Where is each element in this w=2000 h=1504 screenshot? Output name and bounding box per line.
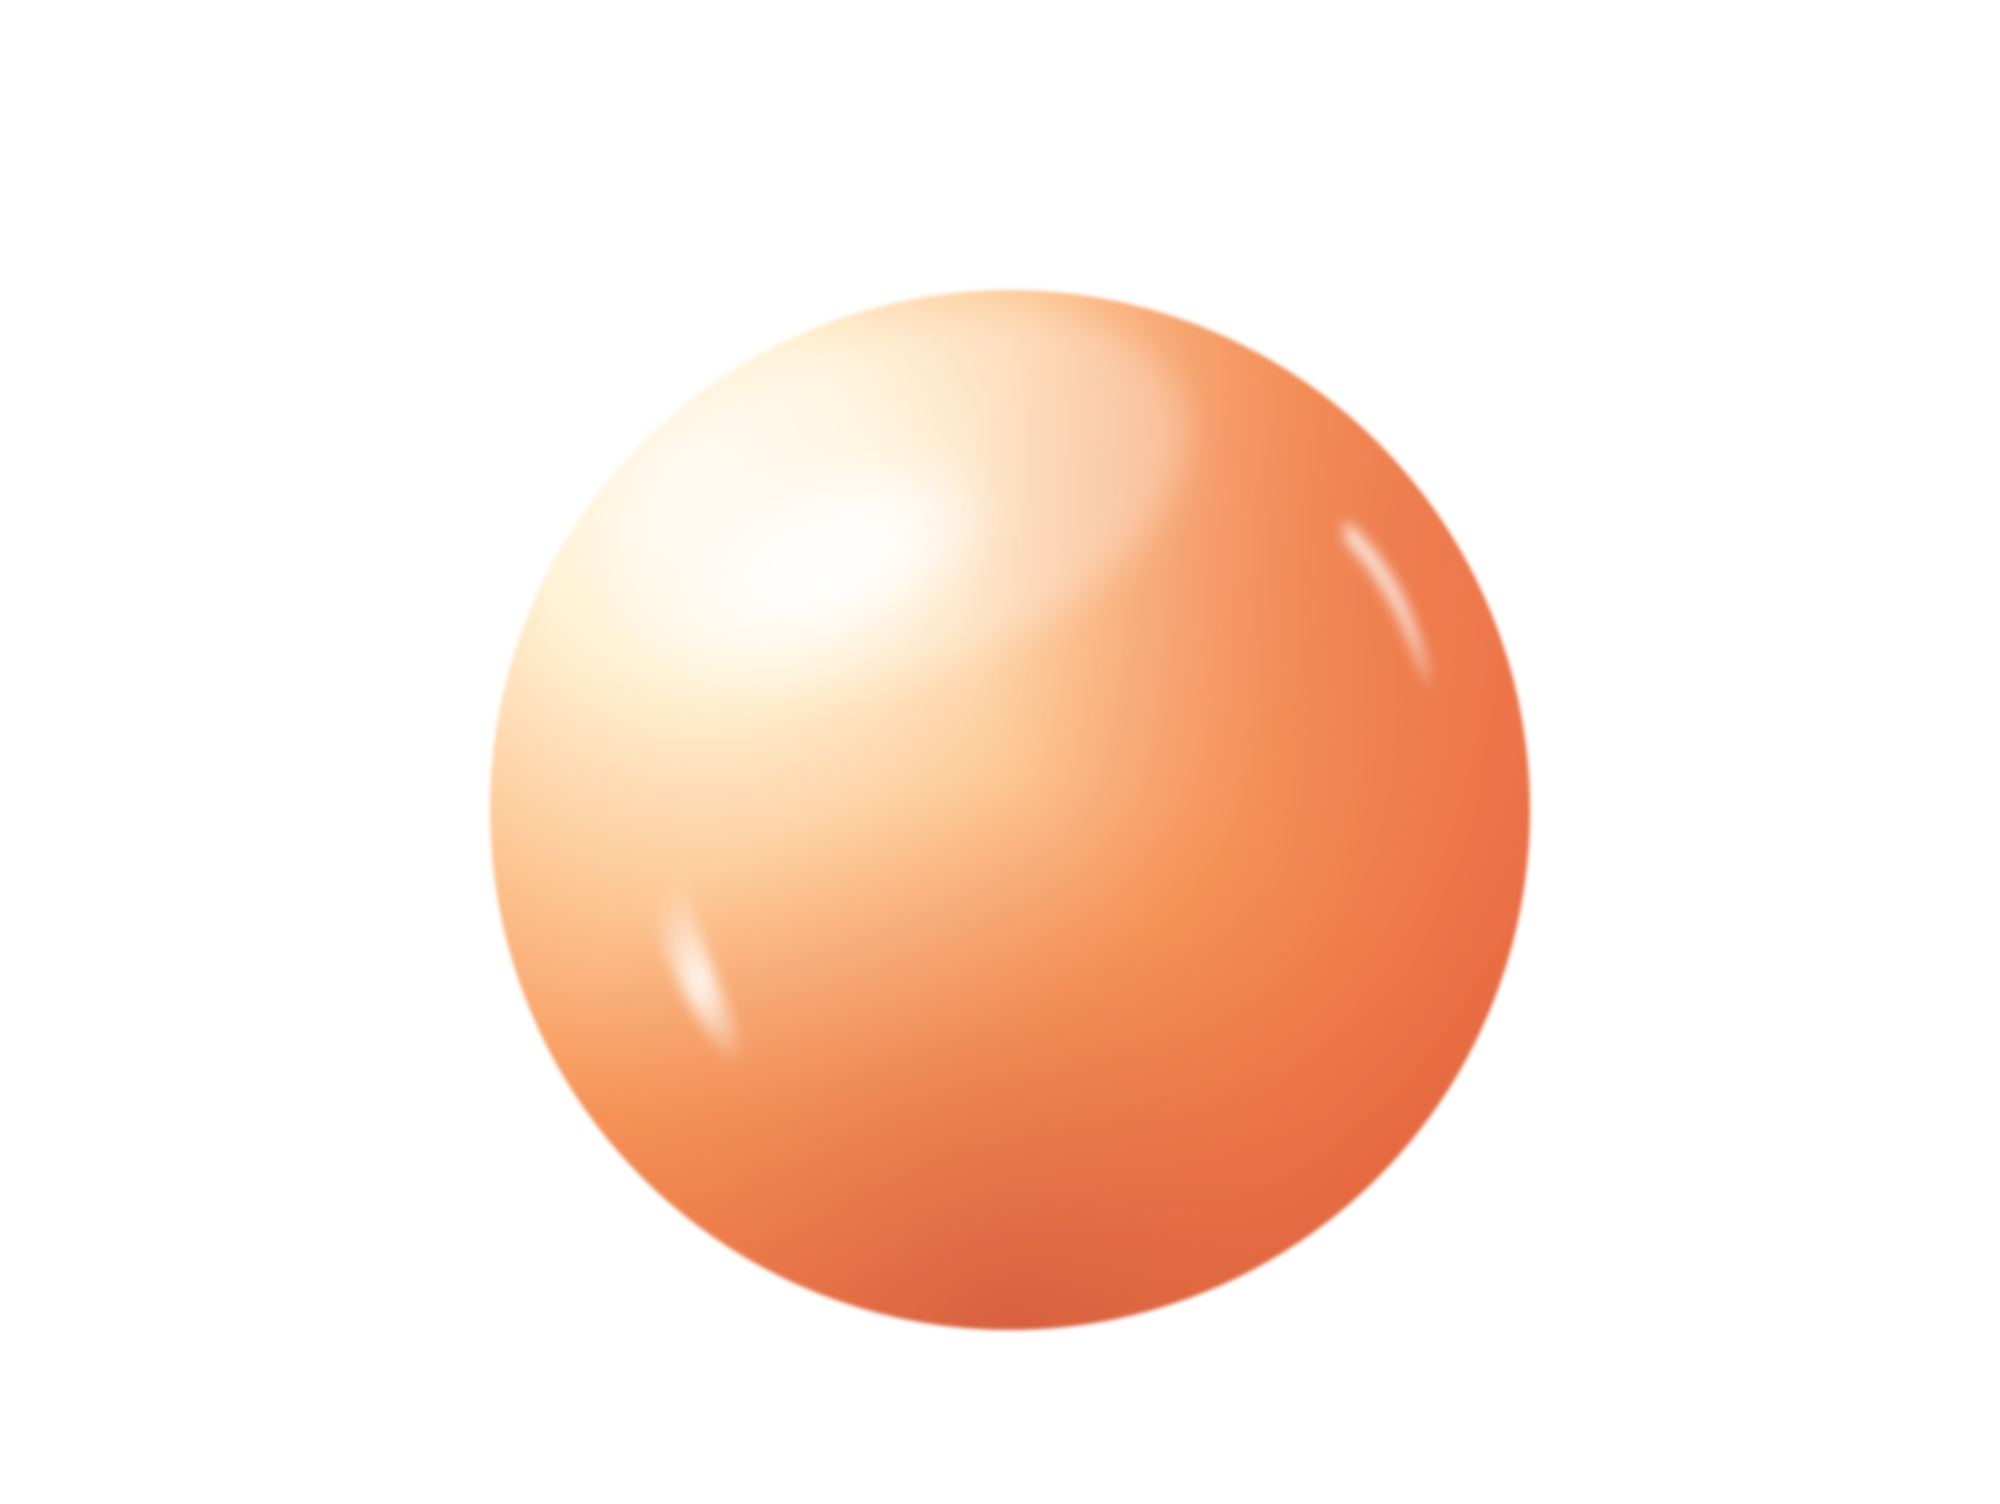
upper-right-reflection bbox=[1345, 520, 1430, 690]
lower-left-reflection bbox=[640, 870, 760, 1090]
highlight-glow bbox=[612, 310, 1188, 690]
